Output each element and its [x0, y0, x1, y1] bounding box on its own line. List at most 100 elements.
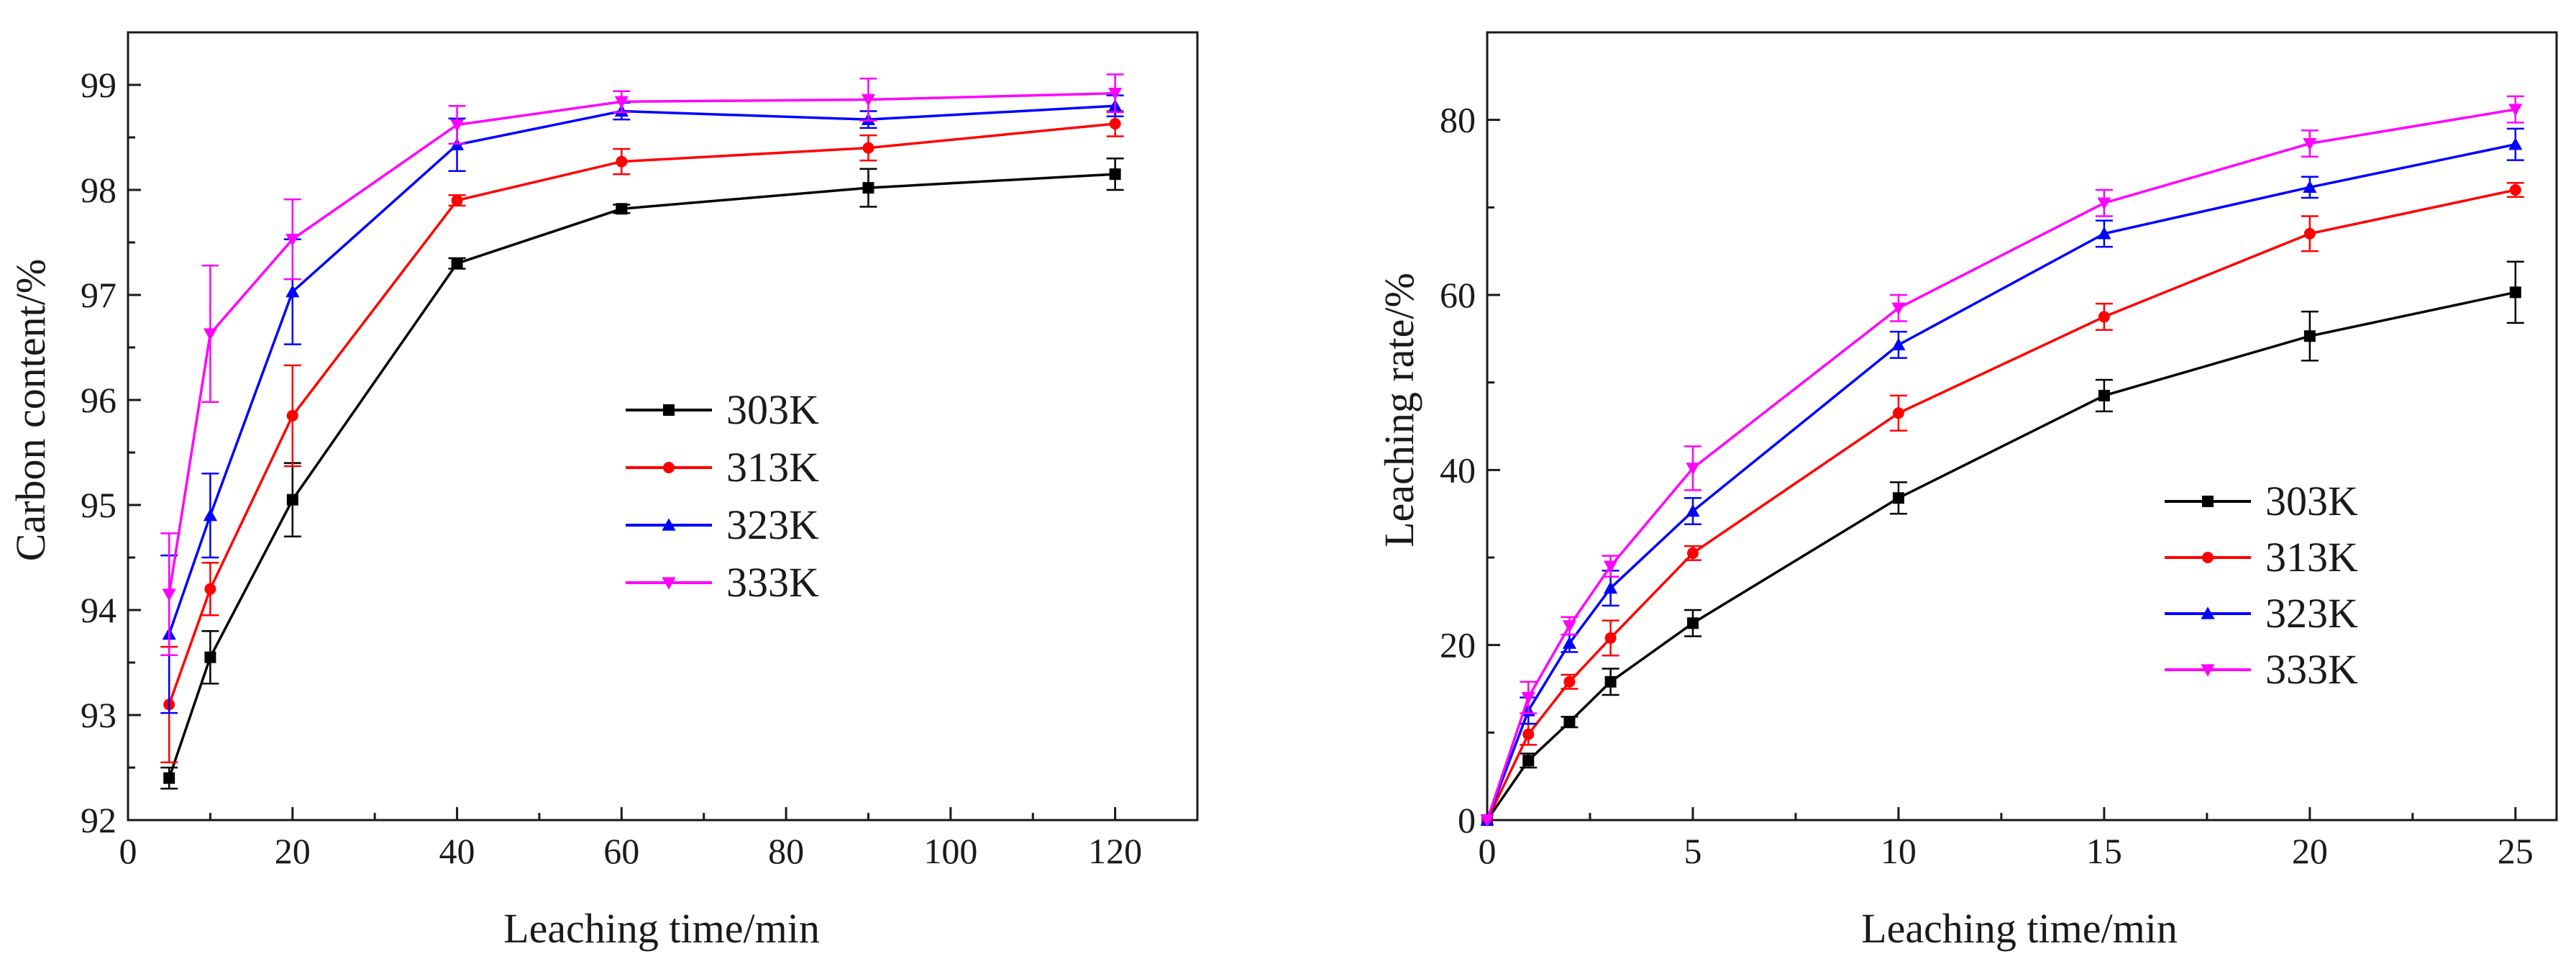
legend-label: 303K [2265, 478, 2358, 524]
y-tick-label: 40 [1440, 450, 1476, 490]
y-tick-label: 93 [81, 695, 117, 735]
marker-triangle-down [449, 119, 465, 132]
legend-label: 323K [2265, 590, 2358, 637]
marker-triangle-up [2097, 227, 2111, 240]
marker-triangle-up [1562, 636, 1576, 649]
x-tick-label: 40 [439, 831, 475, 871]
marker-square [616, 203, 628, 215]
marker-circle [204, 583, 216, 595]
x-tick-label: 0 [1479, 831, 1497, 871]
y-tick-label: 80 [1440, 100, 1476, 140]
marker-circle [1522, 728, 1535, 740]
y-tick-label: 0 [1458, 800, 1476, 840]
marker-square [862, 182, 874, 194]
marker-triangle-down [2303, 137, 2317, 151]
marker-square [1109, 168, 1121, 181]
legend-label: 313K [2265, 534, 2358, 581]
series-313K [1481, 182, 2524, 826]
y-tick-label: 96 [81, 380, 117, 420]
series-333K [160, 73, 1124, 657]
marker-square [2098, 389, 2110, 401]
y-tick-label: 95 [81, 485, 117, 525]
y-tick-label: 98 [81, 170, 117, 210]
y-tick-label: 92 [81, 800, 117, 840]
marker-triangle-down [2508, 104, 2523, 117]
marker-triangle-up [2201, 606, 2215, 619]
marker-triangle-down [286, 233, 300, 247]
legend-label: 303K [726, 386, 819, 433]
marker-square [1522, 755, 1535, 767]
marker-triangle-up [1891, 337, 1906, 351]
marker-triangle-down [1521, 691, 1535, 705]
x-axis-title: Leaching time/min [1861, 905, 2178, 952]
marker-triangle-up [1603, 581, 1618, 594]
x-tick-label: 25 [2498, 831, 2534, 871]
legend-label: 333K [726, 559, 819, 606]
series-303K [1481, 260, 2524, 826]
marker-triangle-down [1603, 560, 1618, 573]
y-tick-label: 97 [81, 275, 117, 315]
x-tick-label: 20 [2292, 831, 2328, 871]
legend-label: 313K [726, 444, 819, 491]
marker-circle [1892, 407, 1904, 419]
x-tick-label: 15 [2086, 831, 2122, 871]
marker-triangle-down [662, 577, 676, 590]
series-303K [160, 157, 1124, 790]
marker-triangle-up [1686, 504, 1700, 517]
series-333K [1480, 95, 2524, 827]
marker-circle [663, 462, 675, 473]
marker-square [163, 772, 175, 784]
marker-square [1892, 492, 1904, 504]
marker-square [1604, 675, 1617, 688]
marker-triangle-down [1891, 302, 1906, 315]
plot-area: 0 5 10 15 20 25 0 20 40 60 80 303K 313K 323K 333K [1440, 31, 2558, 871]
x-tick-label: 20 [275, 831, 311, 871]
marker-square [2202, 496, 2214, 507]
chart-leaching-rate: 0 5 10 15 20 25 0 20 40 60 80 303K 313K 323K 333K Leac… [1376, 31, 2558, 952]
marker-square [451, 258, 463, 270]
legend: 303K 313K 323K 333K [2165, 478, 2358, 693]
marker-triangle-down [2097, 197, 2111, 210]
y-axis-title: Leaching rate/% [1376, 273, 1422, 547]
marker-triangle-down [614, 96, 629, 109]
plot-area: 0 20 40 60 80 100 120 92 93 94 95 96 97 98 99 303K 313K 3… [81, 31, 1199, 871]
marker-triangle-up [662, 518, 676, 531]
marker-triangle-down [1686, 463, 1700, 476]
marker-circle [286, 409, 298, 422]
y-tick-label: 20 [1440, 625, 1476, 665]
marker-square [286, 493, 298, 506]
marker-square [1686, 617, 1699, 629]
marker-triangle-down [162, 588, 176, 601]
marker-circle [2509, 184, 2521, 196]
marker-circle [1686, 547, 1699, 559]
y-axis-title: Carbon content/% [7, 259, 54, 561]
marker-triangle-down [2201, 664, 2215, 677]
x-tick-label: 0 [119, 831, 137, 871]
marker-triangle-down [1480, 814, 1494, 827]
marker-square [2509, 286, 2521, 299]
x-tick-label: 100 [923, 831, 977, 871]
marker-square [204, 651, 216, 663]
marker-triangle-down [1108, 88, 1123, 101]
marker-triangle-up [203, 509, 217, 522]
marker-triangle-up [286, 285, 300, 298]
plot-frame [1486, 31, 2558, 822]
y-tick-label: 94 [81, 590, 117, 630]
marker-square [1563, 716, 1576, 728]
y-tick-label: 99 [81, 65, 117, 105]
legend-label: 333K [2265, 646, 2358, 693]
x-tick-label: 60 [603, 831, 639, 871]
marker-circle [1109, 118, 1121, 130]
marker-circle [862, 142, 874, 154]
x-tick-label: 120 [1088, 831, 1142, 871]
marker-square [663, 404, 675, 416]
marker-triangle-down [861, 94, 876, 107]
marker-circle [2202, 552, 2214, 563]
y-tick-label: 60 [1440, 275, 1476, 315]
marker-triangle-down [1562, 620, 1576, 633]
marker-triangle-up [2508, 137, 2523, 150]
chart-carbon-content: 0 20 40 60 80 100 120 92 93 94 95 96 97 98 99 303K 313K 3… [7, 31, 1199, 952]
x-tick-label: 80 [768, 831, 804, 871]
